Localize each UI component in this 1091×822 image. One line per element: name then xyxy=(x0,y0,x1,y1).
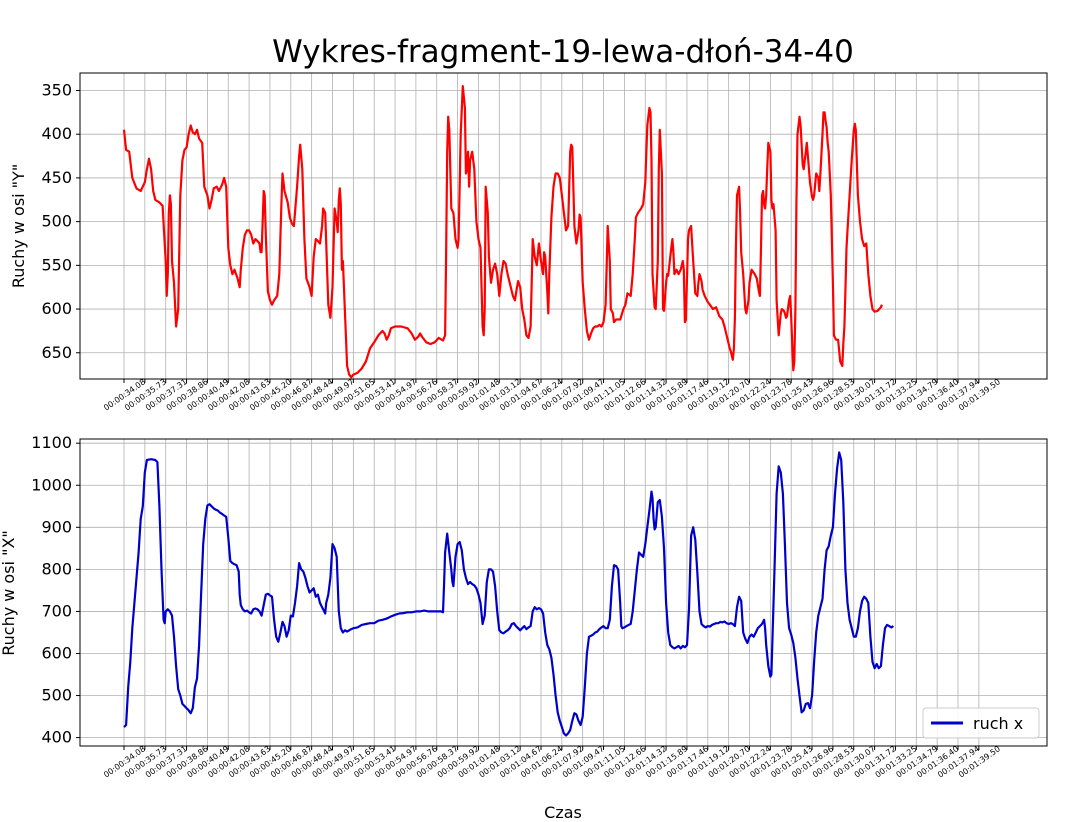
y-axis-label-bottom: Ruchy w osi "X" xyxy=(0,530,18,656)
y-y-tick-label: 450 xyxy=(41,168,72,187)
chart-title: Wykres-fragment-19-lewa-dłoń-34-40 xyxy=(272,34,854,70)
y-y-tick-label: 400 xyxy=(41,124,72,143)
y-y-tick-label: 600 xyxy=(41,299,72,318)
x-axis-label-bottom: Czas xyxy=(544,803,582,822)
x-y-tick-label: 500 xyxy=(41,686,72,705)
x-legend: ruch x xyxy=(922,707,1040,739)
y-axis-label-top: Ruchy w osi "Y" xyxy=(9,164,28,288)
x-legend-label: ruch x xyxy=(973,714,1023,733)
y-series-line-0 xyxy=(122,85,883,379)
plot-y-axis-chart: 35040045050055060065000:00:34.0800:00:35… xyxy=(41,72,1048,413)
x-y-tick-label: 700 xyxy=(41,601,72,620)
y-y-tick-label: 650 xyxy=(41,343,72,362)
x-y-tick-label: 1100 xyxy=(31,433,72,452)
plot-x-axis-chart: 4005006007008009001000110000:00:34.0800:… xyxy=(31,433,1048,780)
x-y-tick-label: 900 xyxy=(41,517,72,536)
y-grid xyxy=(80,73,1047,379)
x-legend-box xyxy=(922,707,1040,739)
y-y-tick-label: 350 xyxy=(41,80,72,99)
x-grid xyxy=(80,439,1047,746)
x-y-tick-label: 1000 xyxy=(31,475,72,494)
x-y-tick-label: 600 xyxy=(41,643,72,662)
x-y-tick-label: 800 xyxy=(41,559,72,578)
x-series-line-0 xyxy=(123,451,894,737)
y-axes-frame xyxy=(79,72,1048,380)
y-y-tick-label: 500 xyxy=(41,212,72,231)
x-axes-frame xyxy=(79,438,1048,747)
x-y-tick-label: 400 xyxy=(41,728,72,747)
y-y-tick-label: 550 xyxy=(41,255,72,274)
